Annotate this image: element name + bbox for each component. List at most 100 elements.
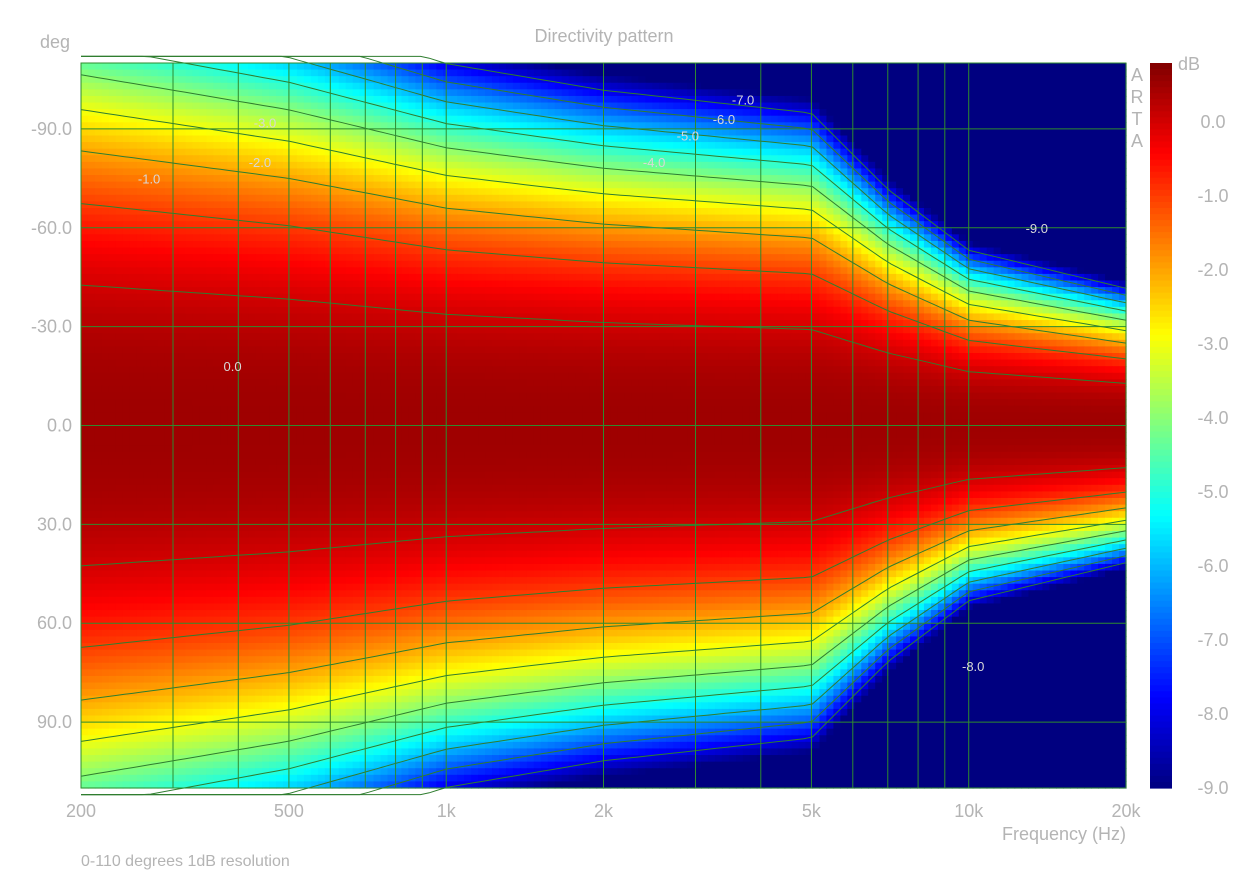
heatmap-cell: [944, 201, 953, 209]
heatmap-cell: [519, 208, 528, 216]
heatmap-cell: [401, 69, 410, 77]
heatmap-cell: [770, 115, 779, 123]
heatmap-cell: [533, 234, 542, 242]
heatmap-cell: [359, 214, 368, 222]
heatmap-cell: [1035, 214, 1043, 222]
heatmap-cell: [666, 161, 674, 170]
heatmap-cell: [854, 227, 862, 235]
heatmap-cell: [331, 63, 340, 71]
heatmap-cell: [617, 273, 625, 282]
heatmap-cell: [958, 201, 967, 209]
heatmap-cell: [854, 89, 862, 97]
heatmap-cell: [129, 267, 138, 275]
heatmap-cell: [910, 102, 918, 110]
heatmap-cell: [331, 155, 340, 163]
heatmap-cell: [122, 234, 131, 242]
heatmap-cell: [290, 234, 298, 242]
heatmap-cell: [868, 201, 876, 209]
heatmap-cell: [331, 109, 340, 117]
heatmap-cell: [1049, 69, 1057, 77]
heatmap-cell: [401, 175, 410, 183]
heatmap-cell: [1091, 155, 1099, 163]
heatmap-cell: [450, 227, 458, 235]
heatmap-cell: [694, 254, 702, 262]
heatmap-cell: [930, 161, 939, 170]
heatmap-cell: [464, 181, 472, 189]
heatmap-cell: [101, 221, 110, 229]
heatmap-cell: [429, 273, 437, 282]
heatmap-cell: [429, 115, 437, 123]
heatmap-cell: [1105, 115, 1113, 123]
heatmap-cell: [457, 273, 465, 282]
heatmap-cell: [101, 234, 110, 242]
heatmap-cell: [241, 194, 249, 203]
heatmap-cell: [1084, 76, 1092, 84]
heatmap-cell: [443, 227, 451, 235]
heatmap-cell: [833, 161, 841, 170]
heatmap-cell: [317, 234, 326, 242]
heatmap-cell: [882, 175, 890, 183]
heatmap-cell: [826, 240, 834, 249]
heatmap-cell: [317, 89, 326, 97]
heatmap-cell: [464, 227, 472, 235]
heatmap-cell: [714, 201, 723, 209]
heatmap-cell: [819, 234, 828, 242]
heatmap-cell: [742, 161, 751, 170]
heatmap-cell: [499, 247, 507, 255]
heatmap-cell: [582, 214, 591, 222]
heatmap-cell: [505, 109, 514, 117]
heatmap-cell: [972, 254, 981, 262]
heatmap-cell: [338, 194, 347, 203]
heatmap-cell: [303, 135, 312, 143]
heatmap-cell: [1049, 214, 1057, 222]
heatmap-cell: [94, 260, 103, 268]
heatmap-cell: [157, 109, 166, 117]
heatmap-cell: [1112, 240, 1120, 249]
heatmap-cell: [673, 188, 681, 196]
heatmap-cell: [1119, 122, 1127, 130]
heatmap-cell: [185, 128, 194, 137]
heatmap-cell: [540, 260, 549, 268]
heatmap-cell: [387, 201, 396, 209]
heatmap-cell: [185, 280, 194, 288]
heatmap-cell: [94, 227, 103, 235]
heatmap-cell: [450, 214, 458, 222]
heatmap-cell: [101, 214, 110, 222]
heatmap-cell: [499, 155, 507, 163]
heatmap-cell: [638, 122, 646, 130]
heatmap-cell: [728, 260, 737, 268]
heatmap-cell: [512, 76, 521, 84]
heatmap-cell: [178, 267, 187, 275]
heatmap-cell: [659, 181, 667, 189]
heatmap-cell: [380, 201, 389, 209]
heatmap-cell: [624, 128, 632, 137]
heatmap-cell: [1056, 254, 1064, 262]
heatmap-cell: [645, 69, 653, 77]
heatmap-cell: [1049, 63, 1057, 71]
heatmap-cell: [1000, 240, 1009, 249]
heatmap-cell: [833, 188, 841, 196]
heatmap-cell: [1042, 63, 1050, 71]
heatmap-cell: [589, 208, 598, 216]
heatmap-cell: [87, 208, 96, 216]
heatmap-cell: [436, 155, 444, 163]
heatmap-cell: [708, 240, 716, 249]
heatmap-cell: [478, 122, 486, 130]
heatmap-cell: [659, 201, 667, 209]
heatmap-cell: [1049, 148, 1057, 156]
heatmap-cell: [505, 221, 514, 229]
heatmap-cell: [143, 175, 152, 183]
heatmap-cell: [499, 260, 507, 268]
heatmap-cell: [136, 175, 145, 183]
heatmap-cell: [1028, 155, 1037, 163]
heatmap-cell: [185, 273, 194, 282]
heatmap-cell: [157, 82, 166, 90]
heatmap-cell: [241, 63, 249, 71]
heatmap-cell: [1014, 128, 1023, 137]
heatmap-cell: [1112, 234, 1120, 242]
heatmap-cell: [610, 214, 619, 222]
heatmap-cell: [770, 122, 779, 130]
heatmap-cell: [861, 63, 869, 71]
heatmap-cell: [930, 240, 939, 249]
heatmap-cell: [749, 148, 758, 156]
